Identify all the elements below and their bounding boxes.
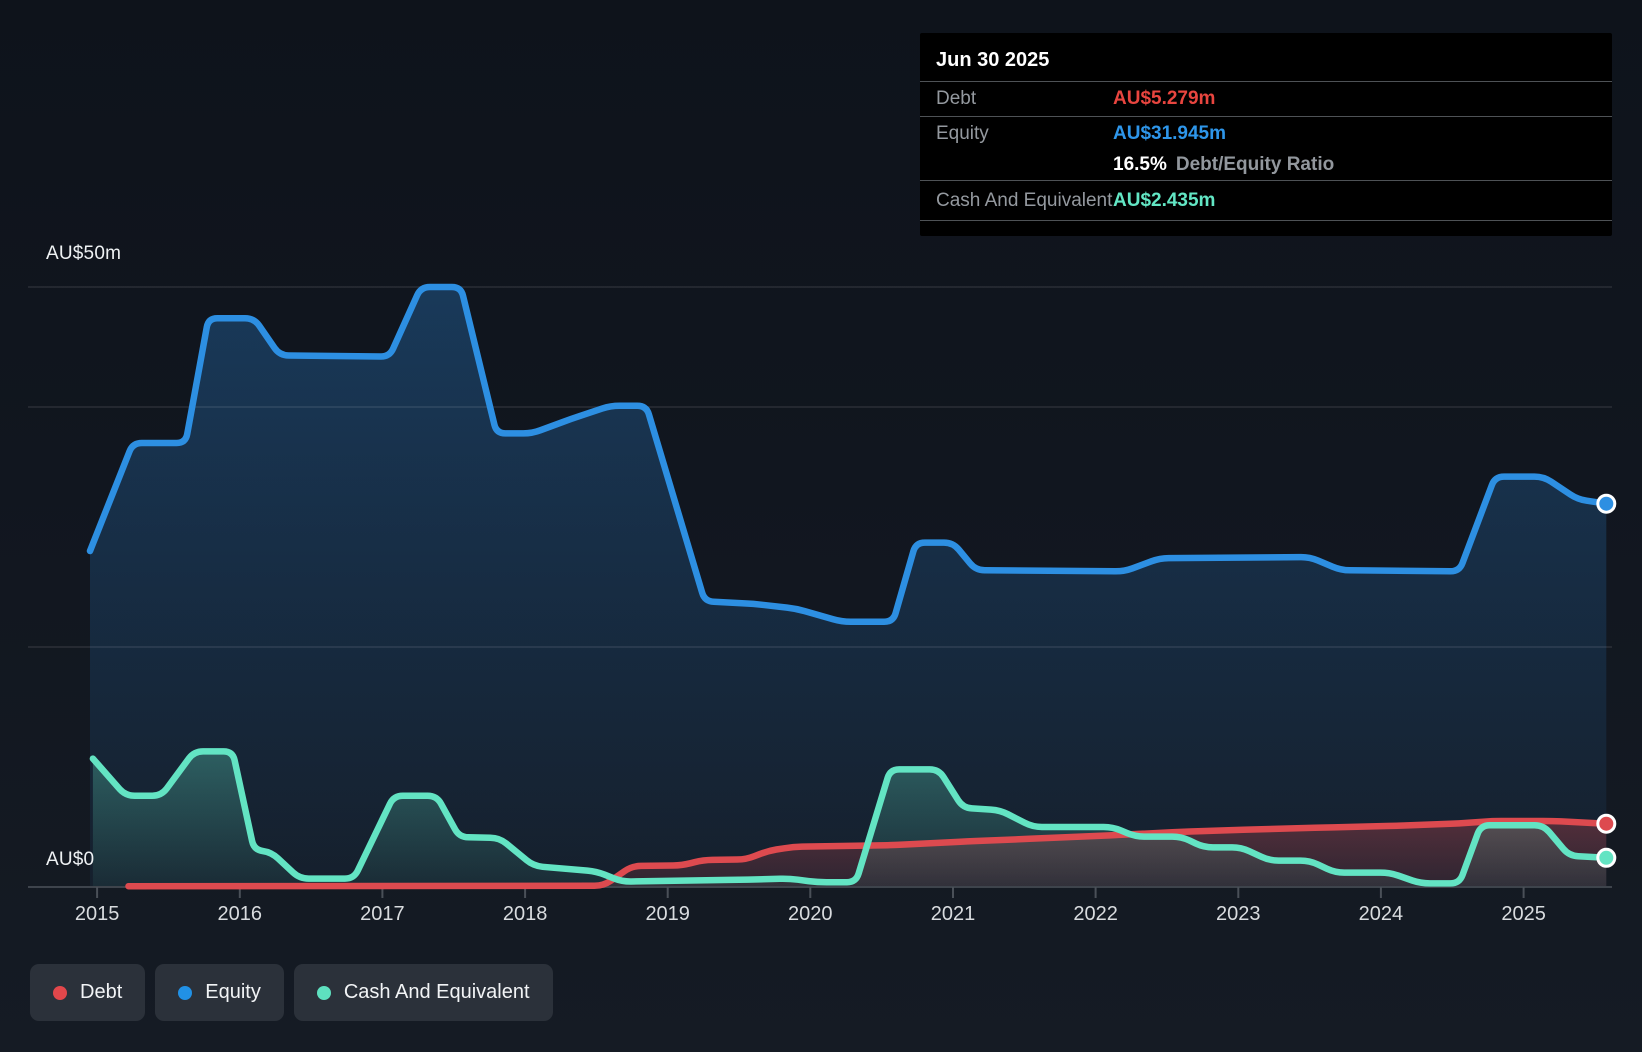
legend: Debt Equity Cash And Equivalent — [30, 964, 553, 1021]
tooltip-row-ratio: 16.5% Debt/Equity Ratio — [920, 150, 1612, 181]
debt-end-marker[interactable] — [1596, 813, 1617, 834]
debt-line — [125, 817, 1610, 890]
legend-equity-label: Equity — [205, 981, 261, 1003]
cash-and-equivalent-area — [92, 751, 1607, 887]
legend-item-cash[interactable]: Cash And Equivalent — [293, 964, 553, 1021]
x-tick-label: 2024 — [1359, 903, 1404, 925]
tooltip-ratio-label: Debt/Equity Ratio — [1175, 154, 1335, 175]
cash-and-equivalent-end-marker[interactable] — [1596, 847, 1617, 868]
tooltip-row-equity: Equity AU$31.945m — [920, 117, 1612, 150]
tooltip-debt-value: AU$5.279m — [1113, 88, 1216, 109]
x-tick-label: 2021 — [931, 903, 976, 925]
tooltip-ratio-value: 16.5% — [1113, 154, 1167, 175]
tooltip-row-cash: Cash And Equivalent AU$2.435m — [920, 181, 1612, 221]
cash-series-dot-icon — [316, 985, 331, 1000]
y-axis-label-zero: AU$0 — [46, 849, 95, 870]
tooltip-cash-value: AU$2.435m — [1113, 189, 1216, 211]
tooltip-date: Jun 30 2025 — [920, 33, 1612, 82]
x-tick-label: 2020 — [788, 903, 833, 925]
x-tick-label: 2023 — [1216, 903, 1261, 925]
x-tick-label: 2019 — [645, 903, 690, 925]
tooltip-cash-label: Cash And Equivalent — [936, 189, 1113, 211]
legend-item-equity[interactable]: Equity — [155, 964, 284, 1021]
y-axis-label-max: AU$50m — [46, 243, 122, 264]
x-tick-label: 2015 — [75, 903, 120, 925]
legend-debt-label: Debt — [80, 981, 123, 1003]
tooltip-equity-label: Equity — [936, 122, 989, 144]
tooltip: Jun 30 2025 Debt AU$5.279m Equity AU$31.… — [920, 33, 1612, 236]
equity-end-marker[interactable] — [1596, 493, 1617, 514]
x-tick-label: 2017 — [360, 903, 405, 925]
tooltip-equity-value: AU$31.945m — [1113, 122, 1227, 144]
x-tick-label: 2022 — [1073, 903, 1118, 925]
equity-area — [90, 287, 1607, 887]
debt-series-dot-icon — [53, 985, 67, 1000]
x-tick-label: 2016 — [218, 903, 263, 925]
equity-series-dot-icon — [178, 985, 193, 1000]
cash-and-equivalent-line — [89, 748, 1610, 887]
legend-cash-label: Cash And Equivalent — [343, 981, 530, 1003]
tooltip-debt-label: Debt — [936, 88, 977, 109]
x-tick-label: 2025 — [1501, 903, 1546, 925]
equity-line — [86, 283, 1610, 626]
legend-item-debt[interactable]: Debt — [30, 964, 146, 1021]
x-tick-label: 2018 — [503, 903, 548, 925]
tooltip-row-debt: Debt AU$5.279m — [920, 82, 1612, 117]
